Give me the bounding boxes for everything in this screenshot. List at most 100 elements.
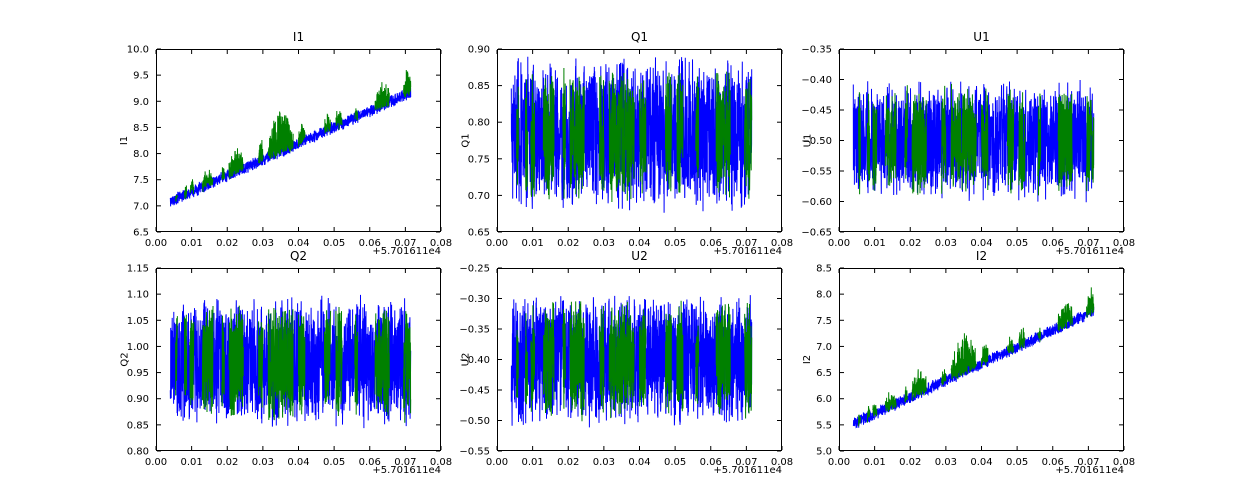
series-green — [941, 369, 947, 386]
series-green — [1057, 93, 1073, 191]
series-green — [354, 314, 359, 415]
y-tick-label: 10.0 — [127, 45, 149, 56]
x-tick-label: 0.03 — [593, 238, 615, 249]
y-tick-label: 1.15 — [127, 264, 149, 275]
series-green — [267, 111, 294, 159]
series-green — [599, 75, 605, 191]
x-tick-label: 0.02 — [216, 238, 238, 249]
subplot-i1: I1 I1 +5.701611e4 0.00 0.01 0.02 0.03 0.04 0.… — [120, 30, 453, 257]
series-green — [189, 320, 195, 406]
x-tick-label: 0.02 — [899, 238, 921, 249]
series-green — [1057, 303, 1073, 332]
subplot-u1: U1 U1 +5.701611e4 0.00 0.01 0.02 0.03 0.04 0.… — [801, 30, 1135, 257]
y-tick-label: 5.5 — [816, 420, 832, 431]
series-green — [374, 82, 390, 111]
series-green — [569, 301, 585, 422]
series-green — [950, 333, 977, 380]
y-tick-label: 6.0 — [816, 394, 832, 405]
series-green — [1037, 327, 1042, 342]
x-tick-label: 0.04 — [970, 457, 992, 468]
y-tick-label: 0.75 — [468, 154, 490, 165]
x-tick-label: 0.02 — [899, 457, 921, 468]
y-tick-label: −0.35 — [459, 325, 490, 336]
x-tick-label: 0.06 — [359, 457, 381, 468]
x-axis-offset-label: +5.701611e4 — [713, 465, 782, 476]
series-green — [981, 344, 989, 368]
series-green — [1086, 96, 1095, 192]
series-green — [665, 313, 673, 414]
x-tick-label: 0.04 — [628, 457, 650, 468]
x-tick-label: 0.04 — [628, 238, 650, 249]
x-tick-label: 0.05 — [323, 238, 345, 249]
y-tick-label: 6.5 — [133, 228, 149, 239]
y-tick-label: −0.55 — [801, 167, 832, 178]
y-tick-label: 0.65 — [468, 228, 490, 239]
series-green — [1018, 327, 1026, 350]
series-green — [608, 72, 635, 203]
y-tick-label: −0.50 — [459, 416, 490, 427]
series-green — [530, 74, 536, 197]
y-axis-label: Q1 — [460, 133, 472, 148]
y-tick-label: −0.60 — [801, 197, 832, 208]
series-green — [542, 76, 555, 200]
y-tick-label: 6.5 — [816, 368, 832, 379]
series-green — [858, 414, 861, 427]
y-tick-label: 1.05 — [127, 316, 149, 327]
plot-canvas-u2: 0.00 0.01 0.02 0.03 0.04 0.05 0.06 0.07 0.08 −0.5… — [459, 264, 793, 469]
y-tick-label: −0.40 — [801, 75, 832, 86]
series-green — [904, 386, 908, 403]
x-tick-label: 0.00 — [828, 457, 850, 468]
x-tick-label: 0.07 — [735, 238, 757, 249]
x-tick-label: 0.08 — [771, 457, 793, 468]
x-tick-label: 0.00 — [145, 457, 167, 468]
y-tick-label: 0.95 — [127, 368, 149, 379]
series-green — [530, 305, 536, 412]
y-tick-label: 1.10 — [127, 290, 149, 301]
y-tick-label: 7.0 — [816, 342, 832, 353]
y-tick-label: 8.0 — [816, 290, 832, 301]
y-tick-label: 8.5 — [816, 264, 832, 275]
series-green — [715, 303, 731, 415]
x-tick-label: 0.05 — [1006, 238, 1028, 249]
series-green — [599, 305, 605, 413]
series-green — [335, 110, 343, 130]
x-tick-label: 0.07 — [1077, 238, 1099, 249]
x-tick-label: 0.03 — [935, 238, 957, 249]
series-green — [525, 313, 529, 405]
x-axis-offset-label: +5.701611e4 — [1055, 465, 1124, 476]
series-green — [665, 72, 673, 192]
x-tick-label: 0.01 — [180, 238, 202, 249]
plot-canvas-i1: 0.00 0.01 0.02 0.03 0.04 0.05 0.06 0.07 0.08 6.5 7… — [127, 45, 452, 250]
x-tick-label: 0.01 — [521, 238, 543, 249]
x-tick-label: 0.03 — [252, 238, 274, 249]
series-green — [324, 310, 332, 404]
y-tick-label: 8.5 — [133, 123, 149, 134]
y-tick-label: −0.35 — [801, 45, 832, 56]
series-green — [221, 167, 225, 181]
y-tick-label: 5.0 — [816, 447, 832, 458]
series-green — [525, 79, 529, 192]
x-tick-label: 0.07 — [735, 457, 757, 468]
series-green — [911, 369, 927, 401]
axes-border — [156, 268, 441, 451]
series-green — [872, 103, 878, 191]
series-green — [639, 309, 647, 407]
x-tick-label: 0.05 — [664, 457, 686, 468]
series-green — [884, 392, 897, 413]
subplot-title: U1 — [973, 30, 990, 44]
series-green — [201, 305, 214, 414]
series-green — [298, 123, 306, 147]
axes-border — [497, 49, 782, 232]
series-green — [904, 85, 908, 179]
series-green — [403, 69, 412, 98]
plot-canvas-q2: 0.00 0.01 0.02 0.03 0.04 0.05 0.06 0.07 0.08 0.80… — [127, 264, 452, 469]
series-green — [1037, 93, 1042, 196]
series-green — [184, 314, 188, 396]
series-green — [715, 71, 731, 198]
y-tick-label: 7.0 — [133, 201, 149, 212]
subplot-title: I1 — [292, 30, 305, 44]
series-green — [403, 311, 412, 423]
axes-border — [839, 49, 1124, 232]
series-green — [258, 321, 264, 408]
